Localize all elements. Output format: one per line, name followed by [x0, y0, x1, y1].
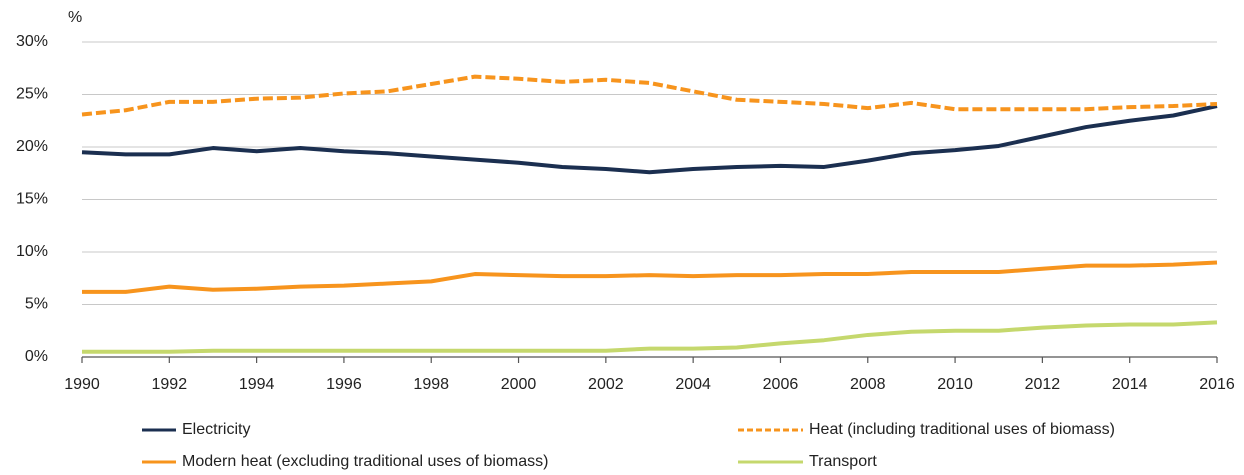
x-tick-label: 2006 — [763, 376, 799, 393]
x-tick-label: 2004 — [675, 376, 711, 393]
legend-label: Transport — [809, 453, 877, 470]
x-tick-label: 2016 — [1199, 376, 1235, 393]
x-tick-label: 2008 — [850, 376, 886, 393]
series-line — [81, 74, 1218, 117]
legend-label: Electricity — [182, 421, 250, 438]
x-tick-label: 1998 — [413, 376, 449, 393]
x-tick-label: 1996 — [326, 376, 362, 393]
y-axis-label: % — [68, 9, 82, 26]
y-tick-label: 10% — [16, 243, 48, 260]
y-tick-label: 15% — [16, 191, 48, 208]
legend-label: Heat (including traditional uses of biom… — [809, 421, 1115, 438]
x-tick-label: 1994 — [239, 376, 275, 393]
y-tick-label: 5% — [25, 296, 48, 313]
x-tick-label: 1992 — [152, 376, 188, 393]
y-tick-label: 0% — [25, 348, 48, 365]
x-tick-label: 2000 — [501, 376, 537, 393]
series-line — [82, 260, 1218, 294]
series-line — [82, 320, 1218, 354]
x-tick-label: 2010 — [937, 376, 973, 393]
legend-label: Modern heat (excluding traditional uses … — [182, 453, 548, 470]
y-tick-label: 30% — [16, 33, 48, 50]
x-tick-label: 1990 — [64, 376, 100, 393]
x-tick-label: 2012 — [1025, 376, 1061, 393]
series-line — [81, 104, 1218, 175]
y-tick-label: 25% — [16, 86, 48, 103]
x-tick-label: 2014 — [1112, 376, 1148, 393]
y-tick-label: 20% — [16, 138, 48, 155]
x-tick-label: 2002 — [588, 376, 624, 393]
